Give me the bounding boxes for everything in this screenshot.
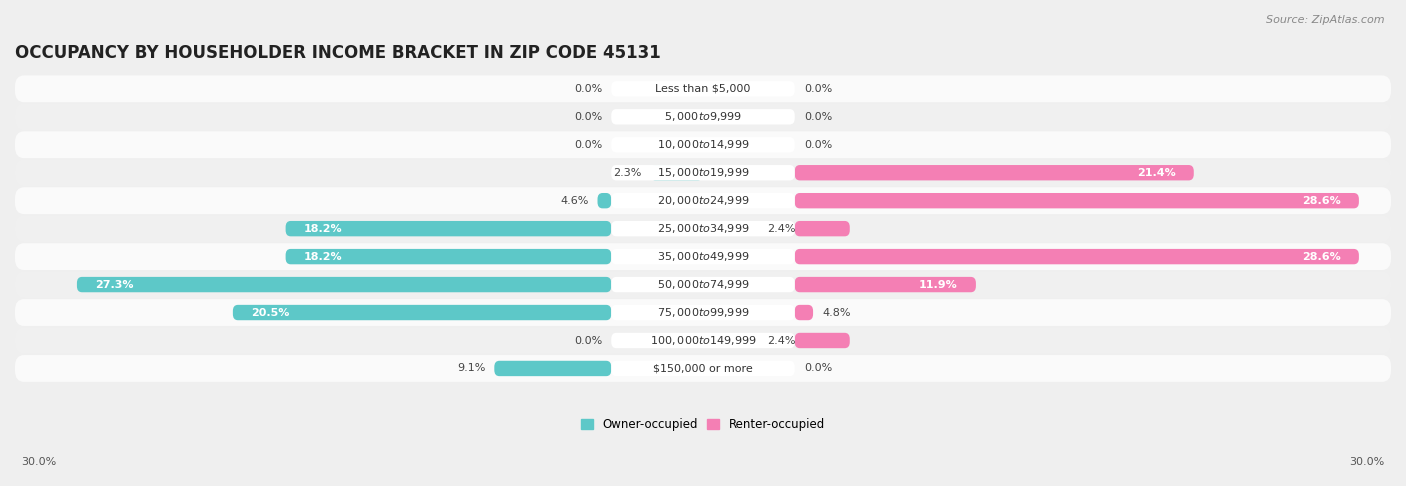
FancyBboxPatch shape <box>650 165 703 180</box>
Text: Less than $5,000: Less than $5,000 <box>655 84 751 94</box>
Text: $100,000 to $149,999: $100,000 to $149,999 <box>650 334 756 347</box>
Text: $150,000 or more: $150,000 or more <box>654 364 752 373</box>
FancyBboxPatch shape <box>15 355 1391 382</box>
FancyBboxPatch shape <box>612 193 794 208</box>
FancyBboxPatch shape <box>285 249 612 264</box>
FancyBboxPatch shape <box>794 165 1194 180</box>
Text: 18.2%: 18.2% <box>304 252 343 261</box>
Text: $50,000 to $74,999: $50,000 to $74,999 <box>657 278 749 291</box>
Text: $75,000 to $99,999: $75,000 to $99,999 <box>657 306 749 319</box>
FancyBboxPatch shape <box>77 277 612 292</box>
FancyBboxPatch shape <box>794 305 813 320</box>
Text: 18.2%: 18.2% <box>304 224 343 234</box>
FancyBboxPatch shape <box>794 277 976 292</box>
Text: 4.8%: 4.8% <box>823 308 851 317</box>
FancyBboxPatch shape <box>15 299 1391 326</box>
Text: 2.4%: 2.4% <box>768 335 796 346</box>
FancyBboxPatch shape <box>15 75 1391 102</box>
Text: 11.9%: 11.9% <box>918 279 957 290</box>
Text: 30.0%: 30.0% <box>21 456 56 467</box>
Text: 2.4%: 2.4% <box>768 224 796 234</box>
FancyBboxPatch shape <box>612 305 794 320</box>
Text: $35,000 to $49,999: $35,000 to $49,999 <box>657 250 749 263</box>
Text: 2.3%: 2.3% <box>613 168 641 178</box>
Text: $10,000 to $14,999: $10,000 to $14,999 <box>657 138 749 151</box>
FancyBboxPatch shape <box>794 193 1358 208</box>
Text: 28.6%: 28.6% <box>1302 252 1340 261</box>
FancyBboxPatch shape <box>612 249 794 264</box>
FancyBboxPatch shape <box>15 271 1391 298</box>
Text: 0.0%: 0.0% <box>804 140 832 150</box>
Text: $15,000 to $19,999: $15,000 to $19,999 <box>657 166 749 179</box>
FancyBboxPatch shape <box>794 333 849 348</box>
Text: $5,000 to $9,999: $5,000 to $9,999 <box>664 110 742 123</box>
FancyBboxPatch shape <box>285 221 612 236</box>
Text: 27.3%: 27.3% <box>96 279 134 290</box>
FancyBboxPatch shape <box>612 165 794 180</box>
Legend: Owner-occupied, Renter-occupied: Owner-occupied, Renter-occupied <box>576 413 830 436</box>
Text: 21.4%: 21.4% <box>1136 168 1175 178</box>
Text: $20,000 to $24,999: $20,000 to $24,999 <box>657 194 749 207</box>
Text: 0.0%: 0.0% <box>574 84 602 94</box>
Text: 0.0%: 0.0% <box>804 364 832 373</box>
Text: OCCUPANCY BY HOUSEHOLDER INCOME BRACKET IN ZIP CODE 45131: OCCUPANCY BY HOUSEHOLDER INCOME BRACKET … <box>15 44 661 62</box>
FancyBboxPatch shape <box>15 327 1391 354</box>
Text: Source: ZipAtlas.com: Source: ZipAtlas.com <box>1267 15 1385 25</box>
FancyBboxPatch shape <box>495 361 612 376</box>
FancyBboxPatch shape <box>612 361 794 376</box>
FancyBboxPatch shape <box>15 243 1391 270</box>
Text: 20.5%: 20.5% <box>252 308 290 317</box>
FancyBboxPatch shape <box>15 104 1391 130</box>
Text: 0.0%: 0.0% <box>574 112 602 122</box>
Text: 0.0%: 0.0% <box>804 112 832 122</box>
FancyBboxPatch shape <box>15 159 1391 186</box>
Text: 0.0%: 0.0% <box>574 335 602 346</box>
Text: 0.0%: 0.0% <box>574 140 602 150</box>
FancyBboxPatch shape <box>794 249 1358 264</box>
FancyBboxPatch shape <box>612 137 794 153</box>
FancyBboxPatch shape <box>612 333 794 348</box>
FancyBboxPatch shape <box>233 305 612 320</box>
Text: 28.6%: 28.6% <box>1302 196 1340 206</box>
FancyBboxPatch shape <box>794 221 849 236</box>
Text: 30.0%: 30.0% <box>1350 456 1385 467</box>
FancyBboxPatch shape <box>612 109 794 124</box>
FancyBboxPatch shape <box>612 277 794 292</box>
FancyBboxPatch shape <box>612 81 794 97</box>
FancyBboxPatch shape <box>598 193 612 208</box>
FancyBboxPatch shape <box>15 215 1391 242</box>
Text: $25,000 to $34,999: $25,000 to $34,999 <box>657 222 749 235</box>
Text: 4.6%: 4.6% <box>560 196 588 206</box>
Text: 9.1%: 9.1% <box>457 364 485 373</box>
FancyBboxPatch shape <box>15 131 1391 158</box>
FancyBboxPatch shape <box>15 187 1391 214</box>
FancyBboxPatch shape <box>612 221 794 236</box>
Text: 0.0%: 0.0% <box>804 84 832 94</box>
